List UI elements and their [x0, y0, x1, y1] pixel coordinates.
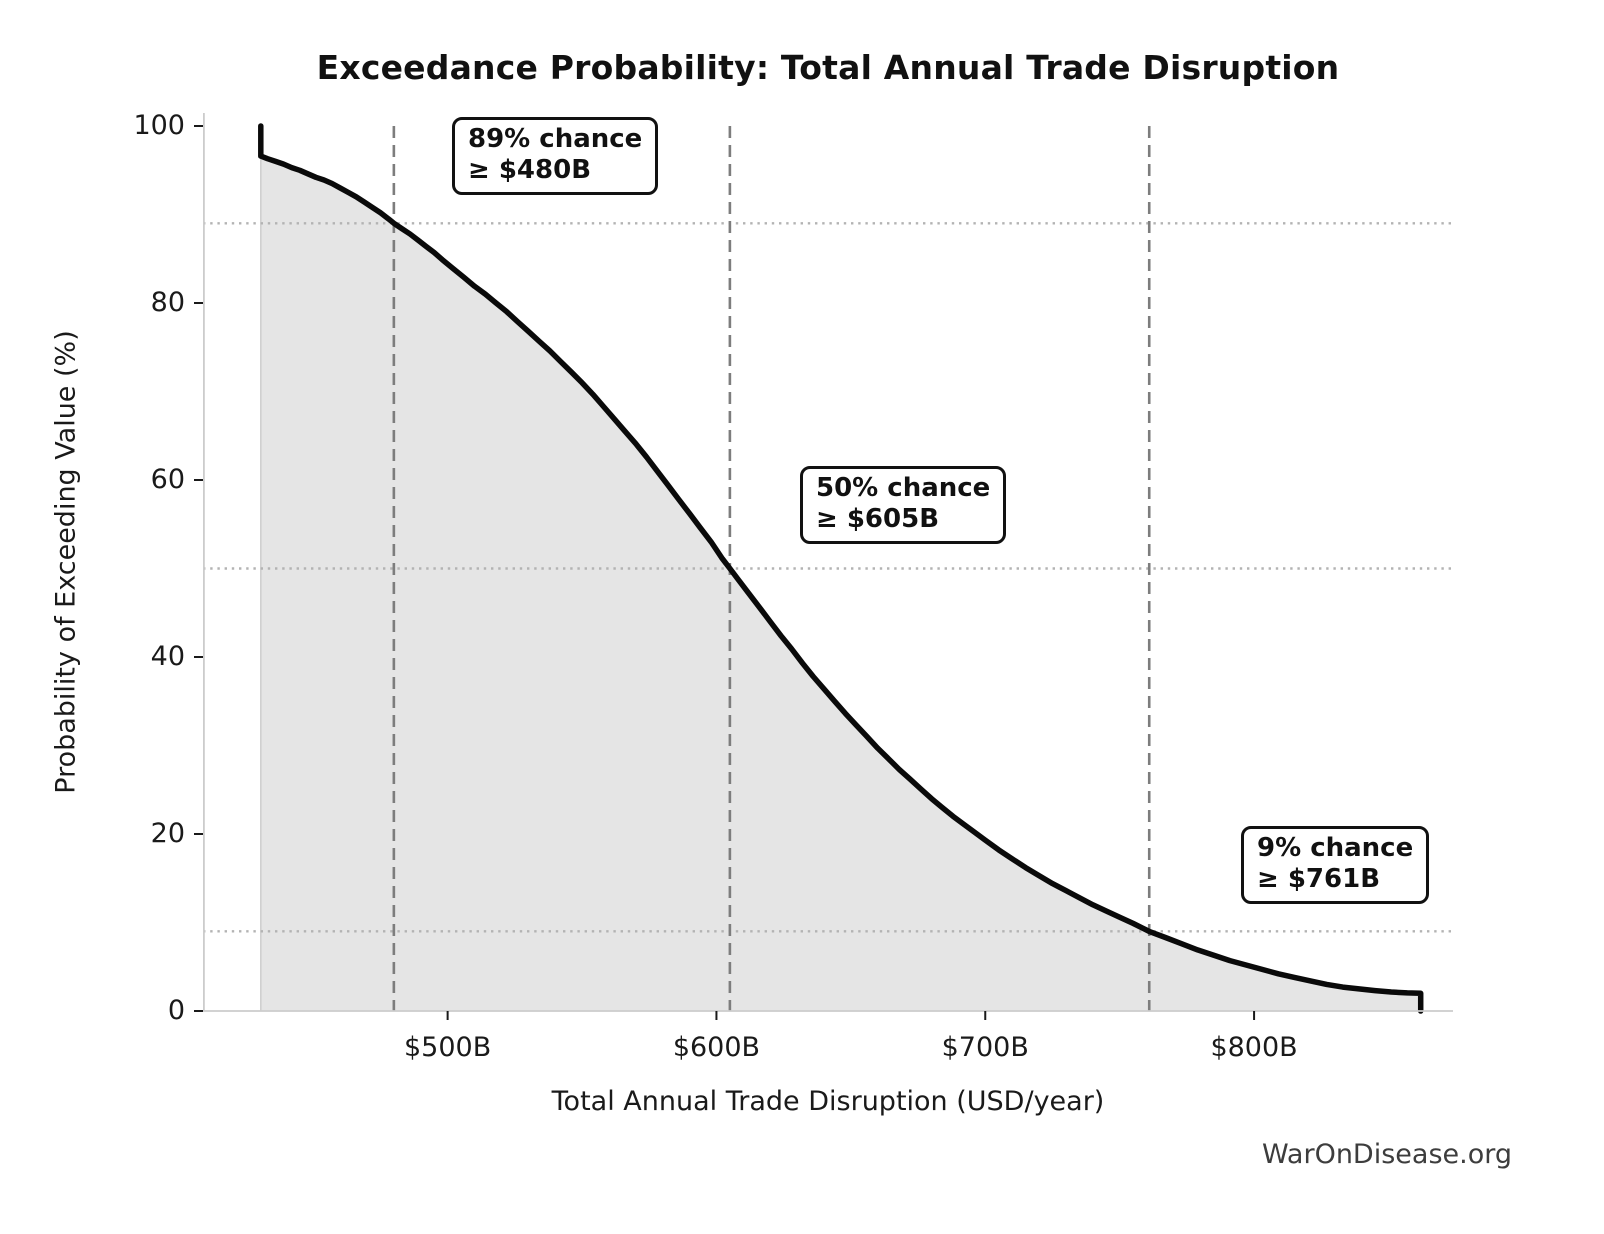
- y-tick-label: 80: [150, 287, 185, 318]
- x-tick-label: $800B: [1210, 1032, 1298, 1063]
- annotation-line2: ≥ $605B: [816, 504, 940, 534]
- y-tick-label: 0: [167, 995, 185, 1026]
- y-tick-label: 20: [150, 818, 185, 849]
- y-tick-label: 60: [150, 464, 185, 495]
- annotation-line1: 50% chance: [816, 473, 991, 503]
- annotation-9pct: 9% chance ≥ $761B: [1241, 826, 1430, 904]
- annotation-line1: 9% chance: [1257, 833, 1414, 863]
- exceedance-curve-plot: [194, 113, 1453, 1020]
- annotation-50pct: 50% chance ≥ $605B: [800, 466, 1007, 544]
- y-tick-label: 100: [133, 110, 185, 141]
- annotation-89pct: 89% chance ≥ $480B: [452, 117, 659, 195]
- y-tick-label: 40: [150, 641, 185, 672]
- x-tick-label: $500B: [403, 1032, 492, 1063]
- y-axis-label: Probability of Exceeding Value (%): [50, 330, 82, 794]
- annotation-line1: 89% chance: [468, 124, 643, 154]
- x-tick-label: $600B: [672, 1032, 761, 1063]
- attribution-text: WarOnDisease.org: [1261, 1139, 1512, 1170]
- x-tick-label: $700B: [941, 1032, 1029, 1063]
- annotation-line2: ≥ $480B: [468, 155, 592, 185]
- chart-title: Exceedance Probability: Total Annual Tra…: [316, 48, 1340, 87]
- x-axis-label: Total Annual Trade Disruption (USD/year): [551, 1086, 1105, 1117]
- curve-fill-area: [260, 126, 1421, 1011]
- annotation-line2: ≥ $761B: [1257, 864, 1381, 894]
- exceedance-curve: [258, 123, 1424, 1014]
